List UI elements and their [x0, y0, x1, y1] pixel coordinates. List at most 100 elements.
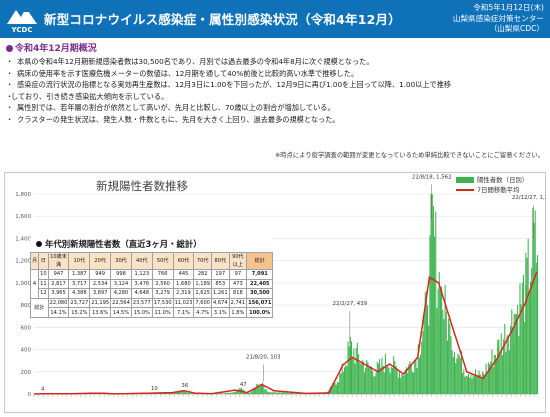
daily-bar	[457, 354, 458, 394]
daily-bar	[521, 304, 522, 394]
daily-bar	[529, 294, 530, 394]
daily-bar	[364, 373, 365, 394]
table-cell: 11	[39, 279, 48, 289]
y-tick-label: 400	[21, 348, 32, 354]
summary-item-continued: しており、引き続き感染拡大傾向を示している。	[6, 91, 544, 103]
daily-bar	[288, 393, 289, 394]
daily-bar	[228, 393, 229, 394]
chart-title: 新規陽性者数推移	[96, 178, 188, 194]
daily-bar	[388, 368, 389, 394]
daily-bar	[456, 359, 457, 394]
daily-bar	[455, 363, 456, 394]
daily-bar	[191, 393, 192, 394]
table-cell: 282	[194, 270, 212, 280]
table-cell: 3,476	[131, 279, 152, 289]
annotation-label: 22/2/27, 439	[333, 301, 368, 307]
daily-bar	[460, 358, 461, 394]
daily-bar	[436, 308, 437, 394]
daily-bar	[479, 371, 480, 394]
daily-bar	[351, 341, 352, 394]
daily-bar	[231, 393, 232, 394]
annotation-label: 36	[181, 383, 188, 389]
table-cell: 14.5%	[111, 308, 132, 318]
daily-bar	[432, 220, 433, 394]
daily-bar	[401, 374, 402, 394]
daily-bar	[422, 331, 423, 394]
table-cell: 947	[48, 270, 69, 280]
annotation-label: 4	[41, 387, 45, 393]
daily-bar	[384, 373, 385, 394]
daily-bar	[269, 392, 270, 394]
table-cell: 17,530	[152, 298, 173, 308]
daily-bar	[498, 340, 499, 394]
daily-bar	[381, 358, 382, 394]
daily-bar	[276, 392, 277, 394]
daily-bar	[221, 393, 222, 394]
table-cell: 3,279	[152, 289, 173, 299]
table-cell: 766	[152, 270, 173, 280]
legend-item-daily: 陽性者数（日別）	[456, 175, 528, 185]
daily-bar	[447, 341, 448, 394]
daily-bar	[362, 360, 363, 394]
table-cell: 998	[111, 270, 132, 280]
daily-bar	[275, 393, 276, 394]
daily-bar	[476, 375, 477, 394]
daily-bar	[509, 350, 510, 394]
daily-bar	[352, 357, 353, 394]
table-cell: 1.8%	[229, 308, 247, 318]
table-cell: 2,741	[229, 298, 247, 308]
daily-bar	[376, 372, 377, 394]
daily-bar	[431, 194, 432, 394]
daily-bar	[355, 364, 356, 394]
daily-bar	[372, 371, 373, 394]
daily-bar	[383, 366, 384, 394]
logo-text: YCDC	[5, 26, 39, 34]
daily-bar	[229, 393, 230, 394]
daily-bar	[340, 373, 341, 394]
table-header-cell: 50代	[152, 253, 173, 270]
table-cell: 3.1%	[211, 308, 229, 318]
table-header-cell: 30代	[111, 253, 132, 270]
daily-bar	[397, 368, 398, 394]
daily-bar	[475, 370, 476, 394]
daily-bar	[512, 328, 513, 394]
table-header-cell: 80代	[211, 253, 229, 270]
daily-bar	[225, 393, 226, 394]
daily-bar	[504, 324, 505, 394]
daily-bar	[267, 391, 268, 394]
daily-bar	[524, 322, 525, 394]
daily-bar	[536, 263, 537, 394]
daily-bar	[511, 309, 512, 394]
daily-bar	[523, 275, 524, 394]
table-cell: 7,600	[194, 298, 212, 308]
table-header-cell: 月	[31, 253, 39, 270]
daily-bar	[232, 392, 233, 394]
table-cell: 818	[229, 289, 247, 299]
daily-bar	[474, 376, 475, 394]
daily-bar	[459, 355, 460, 394]
daily-bar	[454, 352, 455, 394]
daily-bar	[462, 373, 463, 394]
table-cell: 11.0%	[152, 308, 173, 318]
daily-bar	[399, 372, 400, 394]
daily-bar	[402, 375, 403, 394]
table-cell: 15.2%	[69, 308, 90, 318]
table-cell: 2,817	[48, 279, 69, 289]
table-cell: 853	[211, 279, 229, 289]
daily-bar	[532, 208, 533, 394]
daily-bar	[347, 341, 348, 394]
daily-bar	[278, 392, 279, 394]
daily-bar	[286, 393, 287, 394]
table-cell: 3,124	[111, 279, 132, 289]
daily-bar	[487, 372, 488, 394]
legend-average-label: 7日間移動平均	[477, 186, 519, 194]
table-cell: 13.6%	[90, 308, 111, 318]
daily-bar	[378, 364, 379, 394]
table-cell: 156,071	[247, 298, 273, 308]
daily-bar	[486, 364, 487, 394]
y-tick-label: 600	[21, 325, 32, 331]
daily-bar	[365, 368, 366, 394]
legend-daily-label: 陽性者数（日別）	[477, 176, 528, 184]
annotation-label: 22/12/27, 1,395	[512, 195, 546, 201]
